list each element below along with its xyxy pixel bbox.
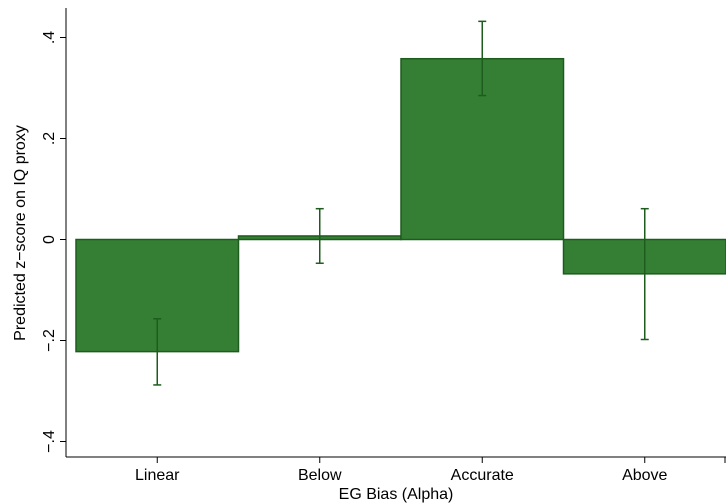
y-axis-title: Predicted z−score on IQ proxy	[12, 125, 29, 341]
error-bar-above	[640, 207, 649, 341]
y-tick-label: .2	[41, 132, 58, 145]
y-tick-label: −.4	[41, 430, 58, 453]
axes-group	[65, 8, 726, 458]
y-tick-label: 0	[41, 235, 58, 244]
error-bar-linear	[153, 318, 162, 386]
x-ticks-group: Linear Below Accurate Above	[135, 457, 726, 484]
bars-group	[75, 57, 726, 353]
x-tick-label-accurate: Accurate	[451, 467, 514, 484]
x-tick-label-below: Below	[298, 467, 342, 484]
x-tick-label-above: Above	[622, 467, 667, 484]
x-axis-title: EG Bias (Alpha)	[339, 486, 454, 503]
y-ticks-group: −.4 −.2 0 .2 .4	[41, 31, 66, 453]
error-bars-group	[153, 20, 649, 386]
y-tick-label: .4	[41, 31, 58, 44]
error-bar-accurate	[478, 20, 487, 97]
error-bar-below	[315, 207, 324, 264]
x-tick-label-linear: Linear	[135, 467, 180, 484]
y-tick-label: −.2	[41, 329, 58, 352]
